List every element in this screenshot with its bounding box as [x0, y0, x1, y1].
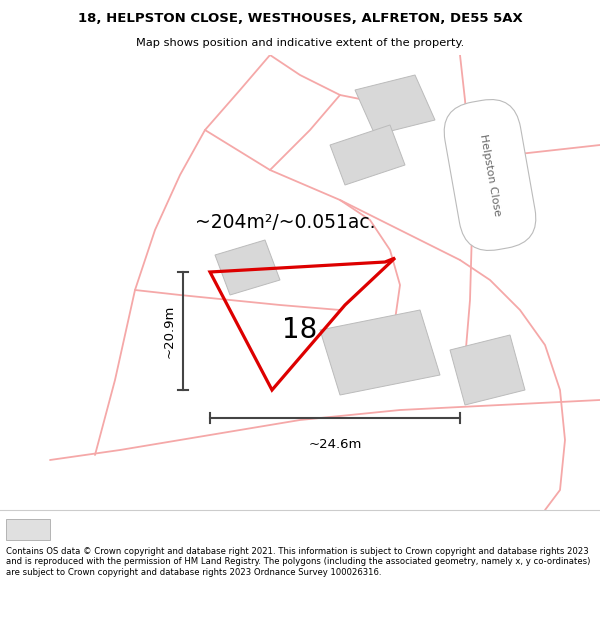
Text: ~24.6m: ~24.6m [308, 438, 362, 451]
Text: ~204m²/~0.051ac.: ~204m²/~0.051ac. [195, 213, 376, 231]
Polygon shape [320, 310, 440, 395]
Polygon shape [330, 125, 405, 185]
Polygon shape [450, 335, 525, 405]
Text: 18, HELPSTON CLOSE, WESTHOUSES, ALFRETON, DE55 5AX: 18, HELPSTON CLOSE, WESTHOUSES, ALFRETON… [77, 12, 523, 25]
Text: ~20.9m: ~20.9m [163, 304, 176, 358]
Polygon shape [215, 240, 280, 295]
Text: 18: 18 [283, 316, 317, 344]
Polygon shape [355, 75, 435, 135]
Text: Map shows position and indicative extent of the property.: Map shows position and indicative extent… [136, 39, 464, 49]
Text: Contains OS data © Crown copyright and database right 2021. This information is : Contains OS data © Crown copyright and d… [6, 547, 590, 577]
Text: Helpston Close: Helpston Close [478, 133, 502, 217]
FancyBboxPatch shape [6, 519, 50, 540]
